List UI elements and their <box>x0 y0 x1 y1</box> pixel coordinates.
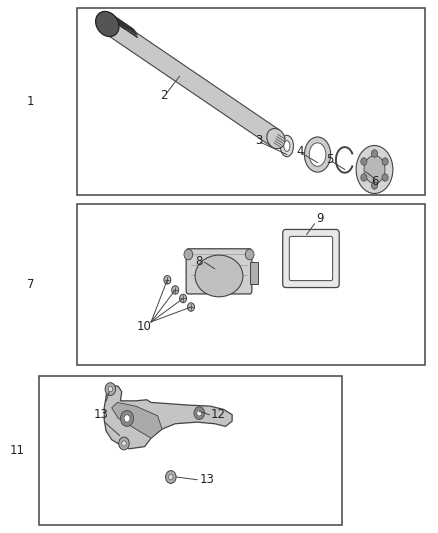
Circle shape <box>119 437 129 450</box>
Ellipse shape <box>172 286 179 294</box>
FancyBboxPatch shape <box>289 237 333 280</box>
Text: 3: 3 <box>255 134 262 147</box>
Ellipse shape <box>284 141 290 151</box>
Bar <box>39 376 342 525</box>
Text: 4: 4 <box>296 145 304 158</box>
Ellipse shape <box>356 146 393 193</box>
Circle shape <box>371 150 378 157</box>
Circle shape <box>108 386 113 392</box>
Ellipse shape <box>187 303 194 311</box>
Text: 13: 13 <box>93 408 108 421</box>
Circle shape <box>382 174 388 181</box>
Circle shape <box>361 174 367 181</box>
Text: 6: 6 <box>371 175 379 188</box>
Circle shape <box>194 407 205 419</box>
Ellipse shape <box>95 11 119 37</box>
Circle shape <box>371 182 378 189</box>
Text: 7: 7 <box>27 278 35 290</box>
Text: 5: 5 <box>326 154 333 166</box>
Text: 8: 8 <box>196 255 203 268</box>
Text: 2: 2 <box>160 90 168 102</box>
Circle shape <box>120 410 134 426</box>
Circle shape <box>382 158 388 165</box>
Circle shape <box>169 474 173 480</box>
Text: 1: 1 <box>27 95 35 108</box>
Text: 13: 13 <box>199 473 214 486</box>
Ellipse shape <box>164 276 171 284</box>
Ellipse shape <box>304 137 331 172</box>
Circle shape <box>197 410 201 416</box>
FancyBboxPatch shape <box>283 229 339 288</box>
Circle shape <box>166 471 176 483</box>
Bar <box>250 262 258 284</box>
Circle shape <box>361 158 367 165</box>
Text: 11: 11 <box>10 444 25 457</box>
Bar <box>77 204 425 365</box>
Bar <box>77 8 425 195</box>
Ellipse shape <box>280 135 293 157</box>
Ellipse shape <box>195 255 243 297</box>
Ellipse shape <box>364 156 385 183</box>
Circle shape <box>124 415 130 422</box>
Ellipse shape <box>309 143 326 166</box>
Circle shape <box>245 249 254 260</box>
Circle shape <box>184 249 193 260</box>
Ellipse shape <box>267 128 285 149</box>
Ellipse shape <box>180 294 187 303</box>
Polygon shape <box>112 402 162 438</box>
FancyBboxPatch shape <box>186 249 252 294</box>
Polygon shape <box>103 15 280 147</box>
Text: 10: 10 <box>137 320 152 333</box>
Text: 9: 9 <box>316 212 324 225</box>
Text: 12: 12 <box>210 408 225 421</box>
Polygon shape <box>104 385 232 449</box>
Circle shape <box>122 441 126 446</box>
Circle shape <box>105 383 116 395</box>
